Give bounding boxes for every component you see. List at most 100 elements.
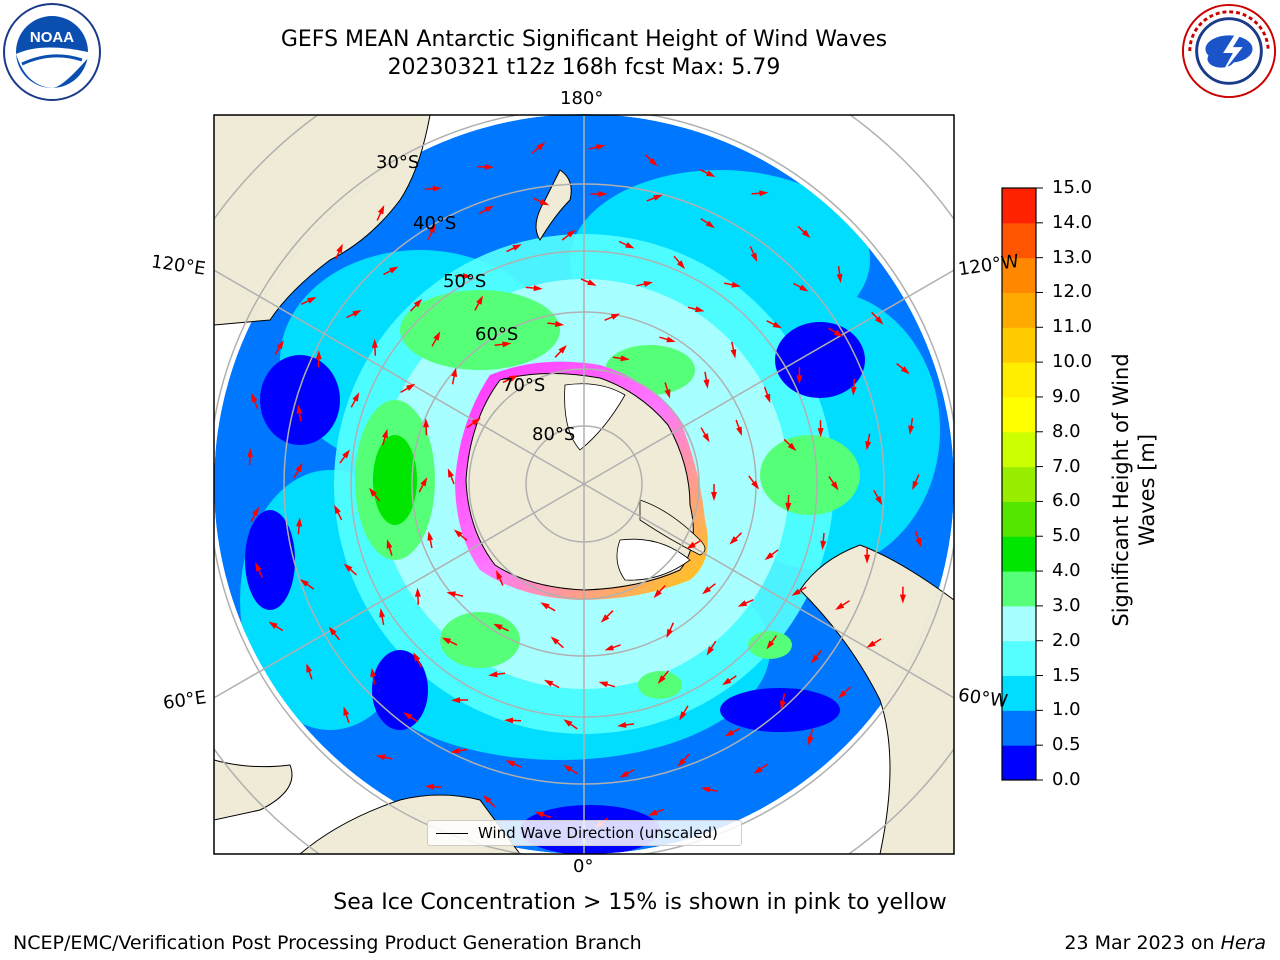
wave-direction-arrowhead [791,588,801,596]
wave-direction-arrowhead [730,349,737,359]
wave-direction-arrowhead [677,758,686,767]
wave-direction-arrowhead [864,554,871,564]
wave-direction-arrowhead [252,506,259,517]
wave-direction-arrowhead [643,281,653,287]
wave-direction-arrowhead [508,375,519,382]
wave-direction-arrowhead [343,563,353,572]
colorbar-segment [1002,222,1036,259]
wave-direction-arrowhead [619,770,629,778]
colorbar-segment [1002,188,1036,224]
wave-direction-arrowhead [533,285,543,292]
wave-direction-arrowhead [595,144,606,151]
legend-line-swatch [436,832,468,834]
wave-direction-arrowhead [785,502,792,512]
colorbar-tick-label: 5.0 [1052,525,1081,547]
wave-direction-arrowhead [370,667,377,678]
wave-direction-arrowhead [379,608,386,618]
wave-direction-arrowhead [315,350,322,360]
wave-direction-arrowhead [251,392,258,403]
wave-direction-arrowhead [406,383,416,391]
wave-direction-arrowhead [268,621,278,629]
wave-direction-arrowhead [900,366,910,375]
wave-direction-arrowhead [866,640,876,648]
wave-direction-arrowhead [566,229,576,238]
wave-direction-arrowhead [420,477,428,487]
wave-direction-arrowhead [423,418,430,428]
colorbar-segment [1002,327,1036,363]
wave-direction-arrowhead [476,295,483,305]
map-legend: Wind Wave Direction (unscaled) [427,820,742,846]
wave-direction-arrowhead [598,681,609,688]
wave-direction-arrowhead [413,298,423,308]
colorbar-segment [1002,396,1036,433]
wave-direction-arrowhead [835,602,845,610]
wave-direction-arrowhead [413,652,421,662]
wave-direction-arrowhead [428,224,436,234]
wave-direction-arrowhead [736,426,742,436]
wave-direction-arrowhead [750,252,758,262]
wave-direction-arrowhead [604,644,614,651]
wave-direction-arrowhead [899,594,906,604]
wave-direction-arrowhead [836,273,843,284]
wave-direction-arrowhead [371,338,378,348]
wave-direction-arrowhead [620,355,630,362]
wave-direction-arrowhead [666,628,673,639]
chart-title: GEFS MEAN Antarctic Significant Height o… [280,27,888,52]
graticule [214,115,954,854]
wave-direction-arrowhead [433,331,441,341]
wave-direction-arrowhead [382,428,388,439]
wave-direction-arrowhead [666,336,676,343]
colorbar-tick-label: 15.0 [1052,177,1093,198]
wave-direction-arrowhead [328,626,337,636]
wave-direction-arrowhead [306,663,313,673]
colorbar-segment [1002,466,1036,502]
wave-direction-arrowhead [703,379,710,389]
wave-direction-arrowhead [625,242,635,249]
wave-direction-arrowhead [447,468,454,478]
wave-direction-arrowhead [875,495,883,506]
chart-subtitle: 20230321 t12z 168h fcst Max: 5.79 [387,55,781,80]
wave-direction-arrowhead [403,712,413,720]
date-stamp: 23 Mar 2023 on Hera [1064,932,1266,954]
wave-direction-arrowhead [653,194,663,201]
wave-direction-arrowhead [386,539,393,549]
colorbar-segment [1002,536,1036,572]
wave-direction-arrowhead [695,306,705,313]
wave-direction-arrowhead [276,340,284,350]
wave-direction-arrowhead [820,540,827,550]
wave-direction-arrowhead [787,442,797,451]
wave-direction-arrowhead [850,386,857,396]
legend-label: Wind Wave Direction (unscaled) [478,824,718,842]
wave-direction-arrowhead [810,654,819,664]
colorbar [1002,187,1043,781]
wave-direction-arrowhead [352,310,362,317]
wave-direction-arrowhead [648,809,658,816]
colorbar-segment [1002,640,1036,677]
wave-direction-arrowhead [342,449,350,459]
colorbar-segment [1002,675,1036,711]
wave-direction-arrowhead [875,316,884,325]
colorbar-tick-label: 0.5 [1052,734,1081,756]
wave-direction-arrowhead [701,786,711,793]
lat-label-60s: 60°S [475,324,518,345]
wave-direction-arrowhead [296,404,303,414]
colorbar-tick-label: 13.0 [1052,246,1093,268]
machine-name: Hera [1220,932,1266,954]
wave-direction-arrowhead [558,345,567,354]
wave-direction-arrowhead [587,279,597,286]
wave-direction-arrowhead [764,552,774,561]
wave-direction-arrowhead [737,600,748,607]
colorbar-tick-label: 3.0 [1052,594,1081,616]
colorbar-segment [1002,362,1036,398]
wave-direction-arrowhead [617,722,627,728]
wave-direction-arrowhead [504,717,514,724]
wave-direction-arrowhead [432,185,442,192]
wave-direction-arrowhead [539,199,550,206]
colorbar-tick-label: 14.0 [1052,211,1093,233]
wave-direction-arrowhead [731,281,741,288]
svg-text:Significant Height of Wind: Significant Height of Wind [1109,353,1133,626]
wave-direction-arrowhead [550,636,560,645]
wave-direction-arrowhead [296,517,303,527]
wave-direction-arrowhead [424,783,434,790]
wave-direction-arrowhead [505,760,516,767]
